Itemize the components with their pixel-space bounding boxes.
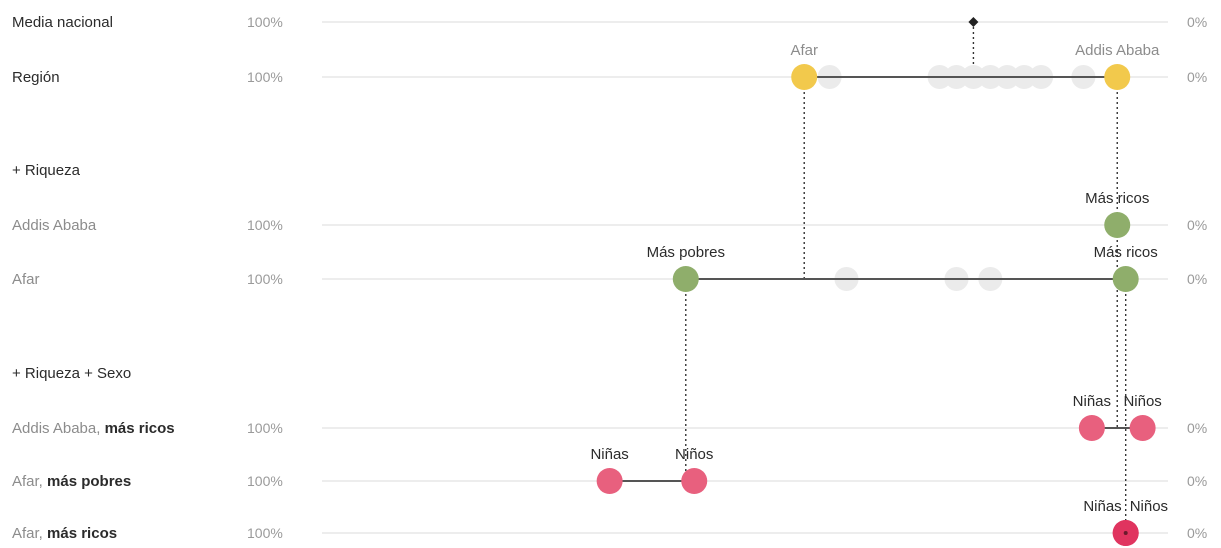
row-label-bold: más ricos [43,525,117,542]
row-label-h_riqueza: + Riqueza [12,162,81,179]
point-wealth [1112,266,1139,292]
point-label: Niños [1123,393,1161,410]
right-pct-label: 0% [1187,420,1207,436]
right-pct-label: 0% [1187,69,1207,85]
left-pct-label: 100% [247,69,283,85]
row-label-afar_poor_sex: Afar, más pobres [12,473,131,490]
point-wealth [1104,212,1131,238]
row-label-text: + Riqueza [12,162,81,179]
right-pct-label: 0% [1187,473,1207,489]
national-average-marker [968,17,979,27]
row-label-text: Afar, [12,525,43,542]
left-pct-label: 100% [247,14,283,30]
point-label: Niños [1130,498,1168,515]
point-sex [596,468,623,494]
right-pct-label: 0% [1187,525,1207,541]
row-label-text: + Riqueza + Sexo [12,365,131,382]
left-pct-label: 100% [247,525,283,541]
point-label: Más ricos [1085,190,1149,207]
row-label-text: Región [12,69,60,86]
point-layer [596,17,1156,546]
row-label-media: Media nacional [12,14,113,31]
point-center-dot [1123,531,1128,535]
right-pct-label: 0% [1187,14,1207,30]
point-region [791,64,818,90]
point-label: Niños [675,446,713,463]
left-pct-label: 100% [247,217,283,233]
right-pct-label: 0% [1187,217,1207,233]
point-sex [1078,415,1105,441]
grid-layer [322,21,1168,534]
point-label: Niñas [1073,393,1111,410]
row-label-bold: más pobres [43,473,131,490]
point-label: Niñas [1083,498,1121,515]
point-label: Niñas [590,446,628,463]
row-label-addis_w: Addis Ababa [12,217,97,234]
point-label: Addis Ababa [1075,42,1160,59]
left-pct-label: 100% [247,473,283,489]
range-layer [609,76,1143,482]
left-pct-label: 100% [247,271,283,287]
connector-layer [685,22,1127,533]
row-label-text: Addis Ababa [12,217,97,234]
row-label-text: Media nacional [12,14,113,31]
right-pct-label: 0% [1187,271,1207,287]
row-label-text: Addis Ababa, [12,420,100,437]
point-label: Afar [790,42,818,59]
point-wealth [672,266,699,292]
row-label-text: Afar [12,271,40,288]
point-label: Más ricos [1094,244,1158,261]
row-label-text: Afar, [12,473,43,490]
row-label-region: Región [12,69,60,86]
row-label-afar_w: Afar [12,271,40,288]
row-label-addis_sex: Addis Ababa, más ricos [12,420,175,437]
point-region [1104,64,1131,90]
row-label-h_riqueza_sexo: + Riqueza + Sexo [12,365,131,382]
label-layer: Media nacional 100% 0% Región 100% 0% Afar Addi… [12,14,1207,542]
ghost-layer [817,65,1096,291]
left-pct-label: 100% [247,420,283,436]
row-label-bold: más ricos [100,420,174,437]
point-label: Más pobres [647,244,725,261]
point-sex [1129,415,1156,441]
row-label-afar_rich_sex: Afar, más ricos [12,525,117,542]
point-sex [681,468,708,494]
